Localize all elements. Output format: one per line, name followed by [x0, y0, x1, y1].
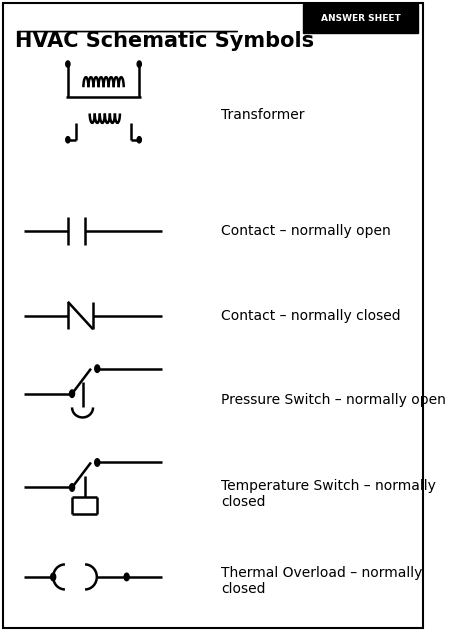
- FancyBboxPatch shape: [303, 4, 418, 33]
- Circle shape: [95, 365, 100, 372]
- Circle shape: [70, 484, 74, 492]
- Circle shape: [66, 137, 70, 143]
- Text: Thermal Overload – normally
closed: Thermal Overload – normally closed: [221, 566, 422, 596]
- Circle shape: [137, 61, 141, 67]
- Text: Contact – normally closed: Contact – normally closed: [221, 309, 401, 322]
- Text: HVAC Schematic Symbols: HVAC Schematic Symbols: [15, 31, 315, 51]
- Circle shape: [137, 137, 141, 143]
- Circle shape: [66, 61, 70, 67]
- Text: Temperature Switch – normally
closed: Temperature Switch – normally closed: [221, 479, 436, 509]
- Circle shape: [51, 573, 55, 581]
- Circle shape: [70, 390, 74, 398]
- Circle shape: [124, 573, 129, 581]
- Text: Pressure Switch – normally open: Pressure Switch – normally open: [221, 393, 446, 407]
- Circle shape: [95, 459, 100, 466]
- Text: Contact – normally open: Contact – normally open: [221, 224, 391, 238]
- Text: Transformer: Transformer: [221, 109, 305, 122]
- Text: ANSWER SHEET: ANSWER SHEET: [321, 14, 401, 23]
